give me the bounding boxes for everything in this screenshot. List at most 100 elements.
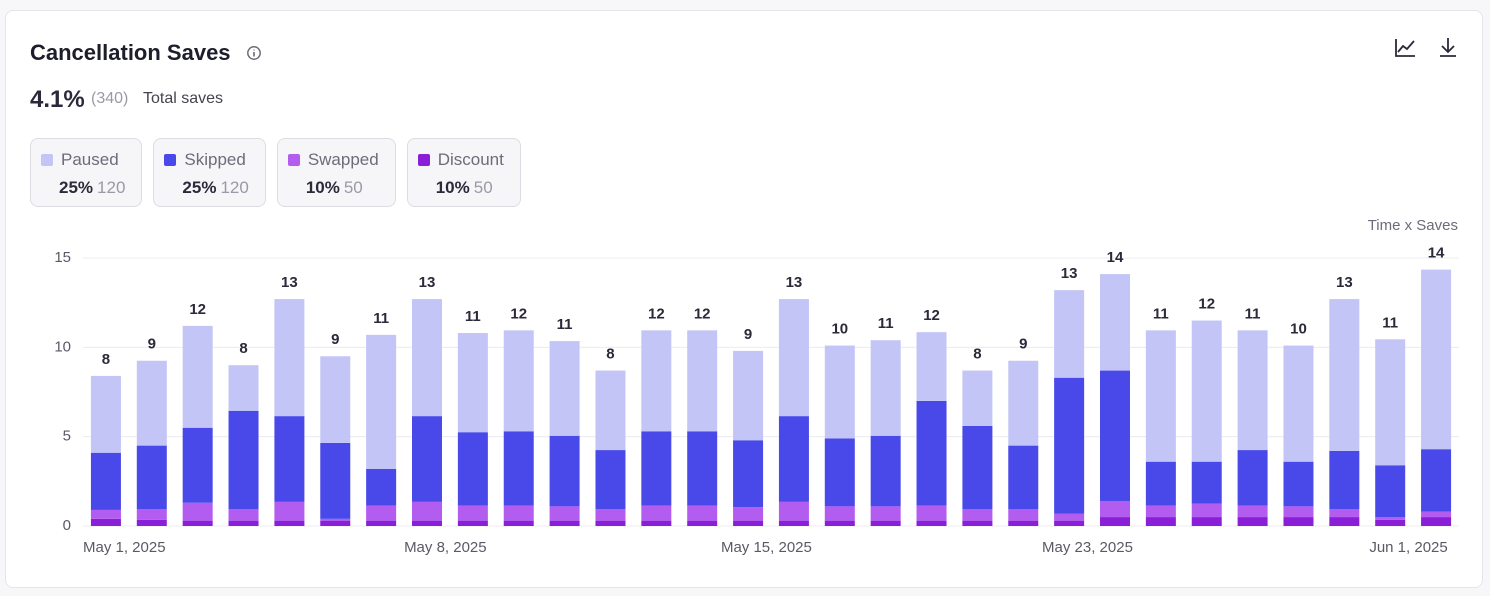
legend-card[interactable]: Skipped 25% 120 — [153, 138, 266, 207]
bar-segment — [90, 375, 121, 453]
legend-swatch — [287, 154, 300, 166]
bar-segment — [870, 506, 901, 521]
x-tick-label: May 8, 2025 — [404, 539, 487, 556]
bar-segment — [1100, 274, 1130, 371]
bar-segment — [1237, 517, 1268, 526]
download-button[interactable] — [1434, 34, 1462, 60]
total-label: 11 — [465, 308, 481, 325]
total-label: 13 — [419, 274, 436, 291]
legend-values: 10% 50 — [288, 178, 379, 198]
legend-percent: 25% — [182, 178, 217, 197]
bar-segment — [1329, 517, 1360, 526]
legend-card[interactable]: Paused 25% 120 — [30, 138, 143, 207]
bar-segment — [595, 370, 626, 451]
bar-segment — [549, 506, 580, 521]
bar-segment — [778, 299, 809, 417]
bar-segment — [503, 505, 534, 521]
bar-segment — [778, 416, 809, 502]
total-label: 8 — [239, 340, 247, 357]
total-label: 8 — [102, 351, 110, 368]
bar-segment — [366, 520, 397, 526]
bar-segment — [320, 356, 351, 443]
bar-segment — [1145, 330, 1176, 462]
chart-type-button[interactable] — [1391, 34, 1419, 60]
bar-segment — [274, 520, 305, 526]
total-label: 12 — [189, 301, 206, 318]
bar-segment — [1191, 320, 1222, 462]
total-label: 9 — [331, 331, 339, 348]
bar-segment — [182, 325, 213, 428]
total-label: 11 — [1153, 305, 1169, 322]
info-icon[interactable] — [246, 45, 262, 61]
bar-segment — [1329, 509, 1360, 518]
total-label: 14 — [1428, 245, 1445, 262]
bar-segment — [870, 340, 901, 436]
legend-name: Paused — [61, 150, 119, 169]
bar-segment — [1421, 449, 1452, 512]
bar-segment — [595, 520, 626, 526]
bar-segment — [824, 520, 855, 526]
bar-segment — [182, 520, 213, 526]
bar-segment — [182, 502, 213, 521]
bar-segment — [1100, 500, 1130, 518]
total-label: 12 — [510, 305, 527, 322]
bar-segment — [824, 438, 855, 507]
total-label: 11 — [1245, 305, 1261, 322]
bar-segment — [687, 431, 718, 506]
bar-segment — [1375, 519, 1406, 526]
legend-count: 50 — [343, 178, 363, 197]
bar-segment — [1237, 330, 1268, 451]
total-label: 9 — [744, 326, 752, 343]
bar-segment — [916, 332, 947, 401]
bar-segment — [503, 431, 534, 506]
legend-name-row: Skipped — [164, 150, 248, 170]
bar-segment — [595, 509, 626, 521]
legend-values: 25% 120 — [41, 178, 125, 198]
bar-segment — [1283, 461, 1314, 507]
bar-segment — [136, 509, 167, 520]
bar-segment — [366, 505, 397, 521]
total-label: 11 — [557, 316, 573, 333]
total-label: 11 — [373, 310, 389, 327]
chart: Time x Saves 0 5 10 15 8 9 May 1, 2025 12 8 13 9 11… — [54, 34, 1462, 556]
bar-segment — [457, 520, 488, 526]
bar-segment — [366, 468, 397, 506]
bar-segment — [1145, 461, 1176, 506]
total-label: 13 — [1061, 265, 1078, 282]
y-tick-label: 0 — [63, 517, 71, 534]
bar-segment — [366, 334, 397, 469]
bar-segment — [962, 425, 993, 510]
legend-swatch — [164, 154, 177, 166]
bar-segment — [1421, 269, 1452, 450]
bar-segment — [916, 520, 947, 526]
legend-percent: 25% — [59, 178, 94, 197]
legend-name: Discount — [437, 150, 504, 169]
bar-segment — [641, 520, 672, 526]
bar-segment — [549, 520, 580, 526]
total-label: 10 — [831, 321, 848, 338]
bar-segment — [1283, 517, 1314, 526]
y-tick-label: 15 — [54, 249, 71, 266]
bar-segment — [1100, 517, 1130, 526]
legend-card[interactable]: Swapped 10% 50 — [276, 138, 396, 207]
legend-card[interactable]: Discount 10% 50 — [406, 138, 521, 207]
chart-subtitle: Time x Saves — [1368, 217, 1458, 234]
bar-segment — [1237, 450, 1268, 506]
legend-percent: 10% — [435, 178, 470, 197]
bar-segment — [733, 440, 764, 508]
bar-segment — [1191, 461, 1222, 504]
total-label: 12 — [1198, 296, 1215, 313]
bar-segment — [274, 416, 305, 502]
x-tick-label: May 23, 2025 — [1042, 539, 1133, 556]
bar-segment — [1375, 517, 1406, 520]
bar-segment — [870, 520, 901, 526]
bar-segment — [136, 360, 167, 446]
bar-segment — [136, 519, 167, 526]
bar-segment — [182, 427, 213, 503]
save-count-label: Total saves — [143, 90, 224, 107]
bar-segment — [687, 505, 718, 521]
bar-segment — [1145, 517, 1176, 526]
bar-segment — [320, 520, 351, 526]
bar-segment — [1100, 370, 1130, 501]
